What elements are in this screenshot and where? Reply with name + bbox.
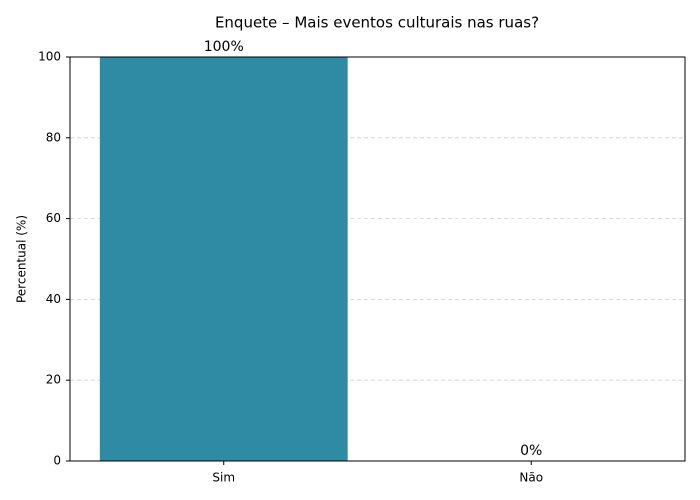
y-tick-label: 100: [38, 50, 61, 64]
bars: [99, 57, 348, 461]
chart-title: Enquete – Mais eventos culturais nas rua…: [215, 14, 539, 32]
value-label: 0%: [520, 443, 542, 459]
y-tick-label: 40: [46, 292, 61, 306]
y-axis-label: Percentual (%): [15, 215, 29, 303]
bar: [99, 57, 348, 461]
y-tick-label: 0: [53, 454, 61, 468]
y-tick-label: 20: [46, 373, 61, 387]
value-label: 100%: [204, 39, 244, 55]
y-tick-label: 80: [46, 130, 61, 144]
x-tick-label: Sim: [212, 471, 235, 485]
plot-frame: [69, 56, 686, 462]
x-tick-label: Não: [519, 471, 543, 485]
y-tick-label: 60: [46, 211, 61, 225]
